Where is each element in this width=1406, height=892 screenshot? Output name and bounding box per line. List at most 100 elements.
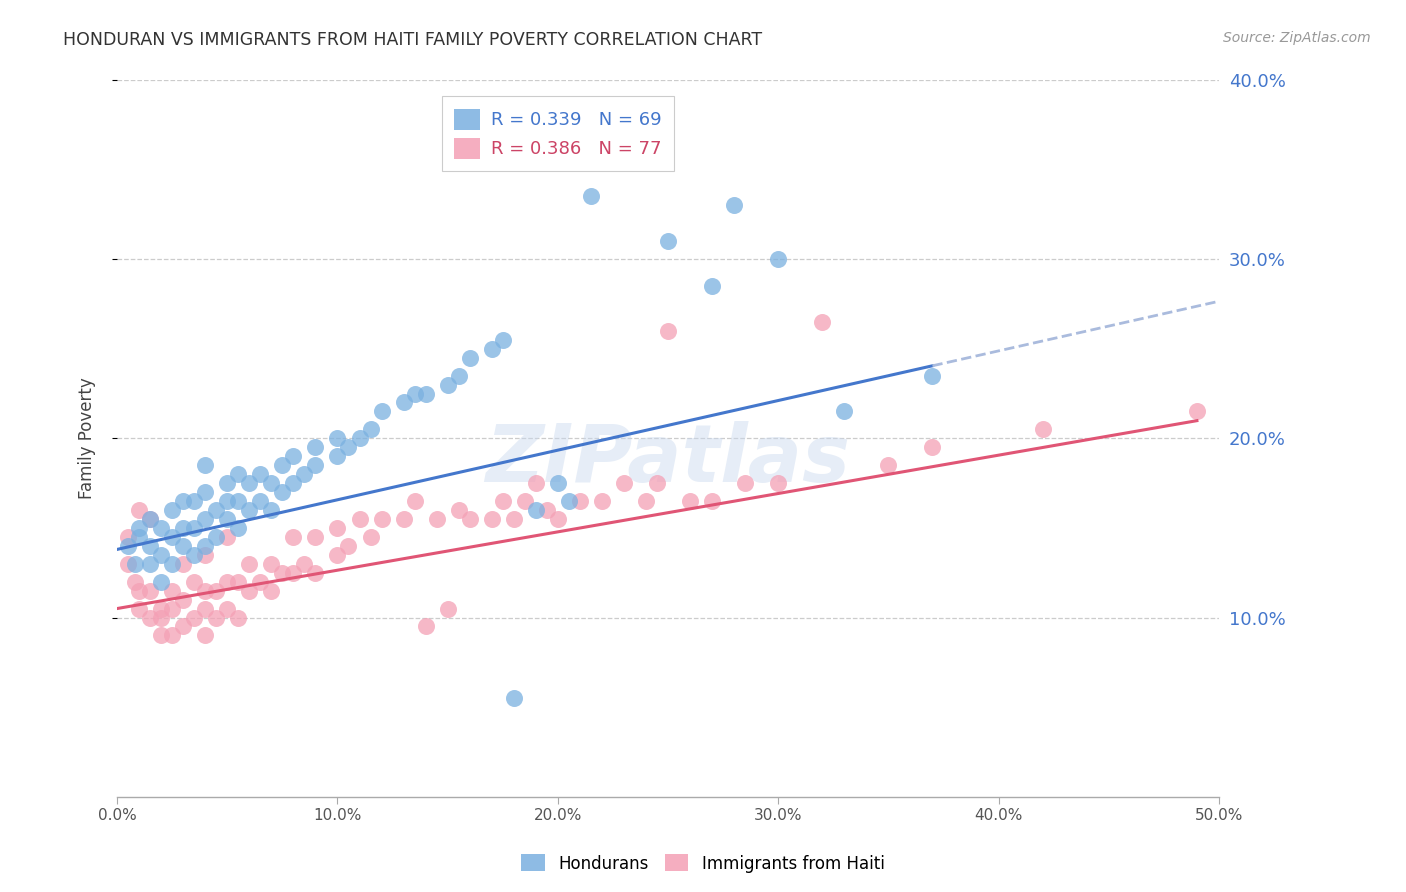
Point xyxy=(326,548,349,562)
Point xyxy=(150,521,173,535)
Point xyxy=(458,351,481,365)
Point xyxy=(238,476,260,491)
Point xyxy=(226,574,249,589)
Point xyxy=(226,494,249,508)
Legend: Hondurans, Immigrants from Haiti: Hondurans, Immigrants from Haiti xyxy=(515,847,891,880)
Point xyxy=(238,557,260,571)
Point xyxy=(436,377,458,392)
Point xyxy=(128,530,150,544)
Point xyxy=(436,601,458,615)
Point xyxy=(128,503,150,517)
Point xyxy=(249,494,271,508)
Point xyxy=(183,548,205,562)
Point xyxy=(657,324,679,338)
Point xyxy=(921,368,943,383)
Point xyxy=(260,557,283,571)
Point xyxy=(139,557,162,571)
Point xyxy=(217,601,239,615)
Point xyxy=(194,485,217,500)
Point xyxy=(513,494,536,508)
Point xyxy=(150,628,173,642)
Point xyxy=(283,530,305,544)
Point xyxy=(217,494,239,508)
Point xyxy=(194,601,217,615)
Point xyxy=(360,530,382,544)
Point xyxy=(128,521,150,535)
Point xyxy=(657,234,679,248)
Point xyxy=(481,512,503,526)
Point xyxy=(834,404,856,418)
Point xyxy=(249,467,271,482)
Point xyxy=(160,503,183,517)
Y-axis label: Family Poverty: Family Poverty xyxy=(79,377,96,500)
Point xyxy=(547,476,569,491)
Point xyxy=(492,494,515,508)
Point xyxy=(558,494,581,508)
Point xyxy=(613,476,636,491)
Point xyxy=(283,449,305,463)
Point xyxy=(183,610,205,624)
Point xyxy=(172,619,194,633)
Point xyxy=(392,395,415,409)
Point xyxy=(172,521,194,535)
Point xyxy=(271,485,294,500)
Point xyxy=(226,467,249,482)
Point xyxy=(304,440,326,454)
Point xyxy=(260,503,283,517)
Point xyxy=(172,494,194,508)
Point xyxy=(183,494,205,508)
Point xyxy=(283,566,305,580)
Legend: R = 0.339   N = 69, R = 0.386   N = 77: R = 0.339 N = 69, R = 0.386 N = 77 xyxy=(441,96,673,171)
Point xyxy=(304,530,326,544)
Point xyxy=(404,386,426,401)
Point xyxy=(139,610,162,624)
Point xyxy=(426,512,449,526)
Point xyxy=(337,539,360,553)
Point xyxy=(205,530,228,544)
Point xyxy=(226,521,249,535)
Point xyxy=(172,539,194,553)
Point xyxy=(349,431,371,445)
Point xyxy=(238,503,260,517)
Point xyxy=(160,628,183,642)
Point xyxy=(326,449,349,463)
Point xyxy=(326,521,349,535)
Point xyxy=(238,583,260,598)
Point xyxy=(172,557,194,571)
Point xyxy=(1032,422,1054,436)
Point xyxy=(304,566,326,580)
Point xyxy=(139,512,162,526)
Point xyxy=(360,422,382,436)
Point xyxy=(194,458,217,473)
Point xyxy=(183,574,205,589)
Point xyxy=(349,512,371,526)
Point xyxy=(579,189,602,203)
Point xyxy=(502,512,524,526)
Point xyxy=(447,368,470,383)
Point xyxy=(700,494,723,508)
Point xyxy=(392,512,415,526)
Point xyxy=(921,440,943,454)
Point xyxy=(249,574,271,589)
Text: Source: ZipAtlas.com: Source: ZipAtlas.com xyxy=(1223,31,1371,45)
Point xyxy=(117,557,139,571)
Point xyxy=(194,583,217,598)
Point xyxy=(271,566,294,580)
Point xyxy=(370,512,392,526)
Point xyxy=(271,458,294,473)
Point xyxy=(117,530,139,544)
Point xyxy=(183,521,205,535)
Point xyxy=(766,476,789,491)
Point xyxy=(160,530,183,544)
Point xyxy=(217,512,239,526)
Point xyxy=(524,503,547,517)
Point xyxy=(447,503,470,517)
Text: HONDURAN VS IMMIGRANTS FROM HAITI FAMILY POVERTY CORRELATION CHART: HONDURAN VS IMMIGRANTS FROM HAITI FAMILY… xyxy=(63,31,762,49)
Point xyxy=(117,539,139,553)
Point xyxy=(283,476,305,491)
Point xyxy=(326,431,349,445)
Point xyxy=(160,601,183,615)
Point xyxy=(634,494,657,508)
Point xyxy=(150,548,173,562)
Point xyxy=(415,386,437,401)
